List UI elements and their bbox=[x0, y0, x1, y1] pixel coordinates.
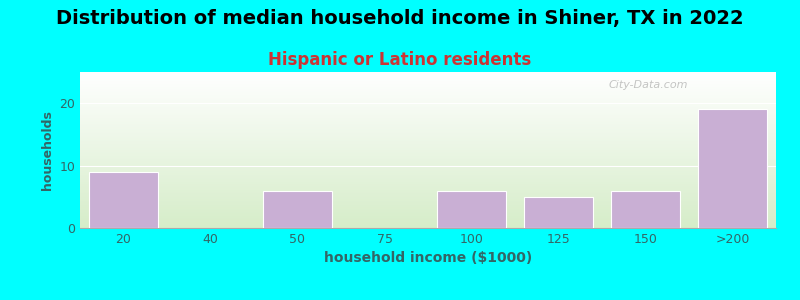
Text: Hispanic or Latino residents: Hispanic or Latino residents bbox=[268, 51, 532, 69]
Bar bbox=[437, 190, 506, 228]
Text: Distribution of median household income in Shiner, TX in 2022: Distribution of median household income … bbox=[56, 9, 744, 28]
Y-axis label: households: households bbox=[41, 110, 54, 190]
Bar bbox=[89, 172, 158, 228]
Bar bbox=[262, 190, 332, 228]
Bar bbox=[610, 190, 680, 228]
Bar bbox=[698, 110, 767, 228]
Bar bbox=[524, 197, 594, 228]
X-axis label: household income ($1000): household income ($1000) bbox=[324, 251, 532, 266]
Text: City-Data.com: City-Data.com bbox=[609, 80, 689, 90]
